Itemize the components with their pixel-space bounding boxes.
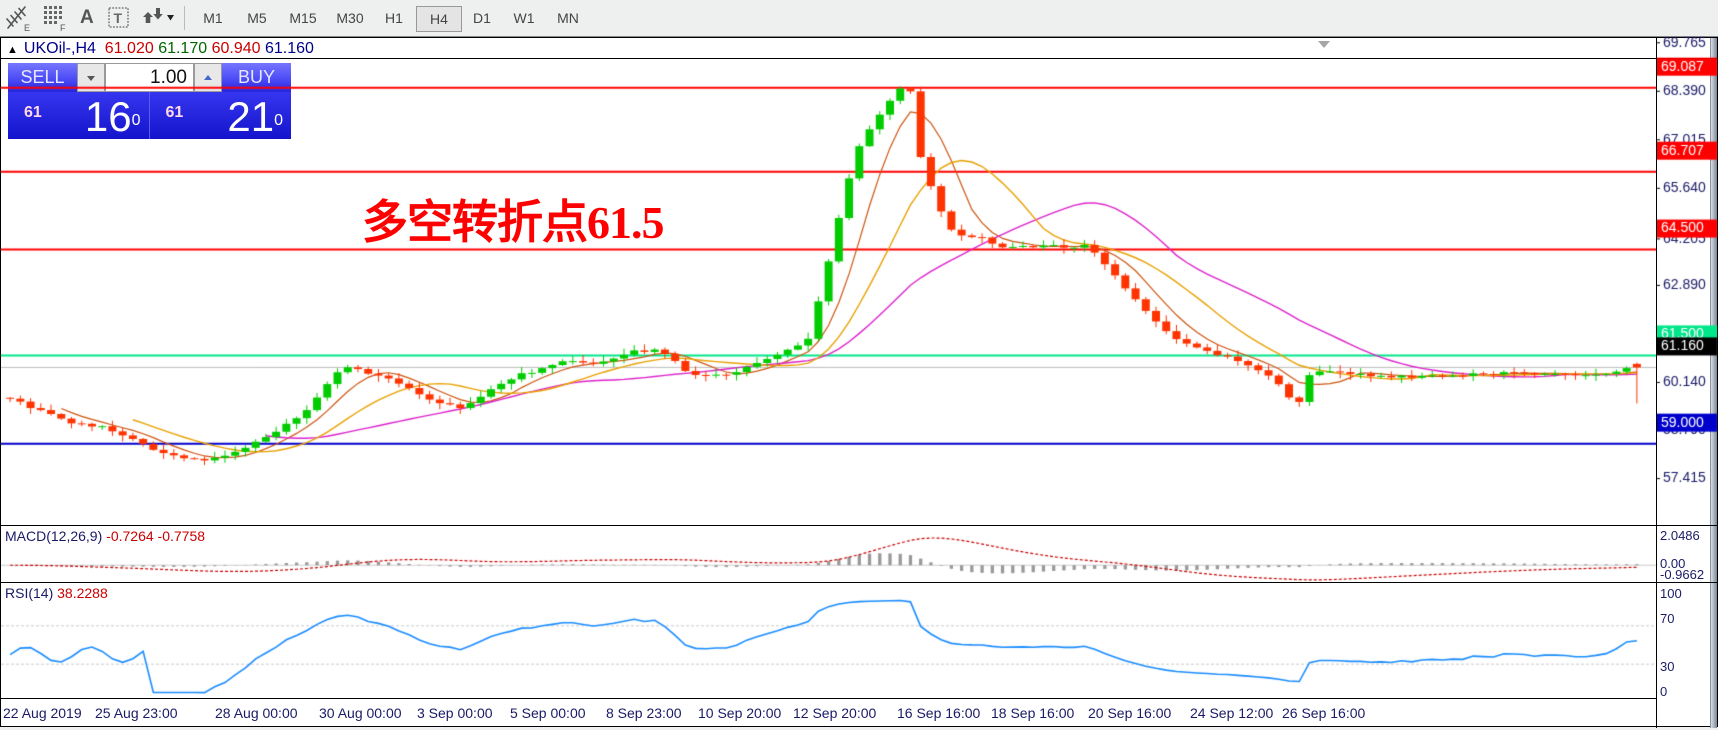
svg-text:E: E bbox=[24, 23, 30, 33]
svg-text:T: T bbox=[114, 10, 123, 26]
svg-text:F: F bbox=[60, 23, 66, 33]
